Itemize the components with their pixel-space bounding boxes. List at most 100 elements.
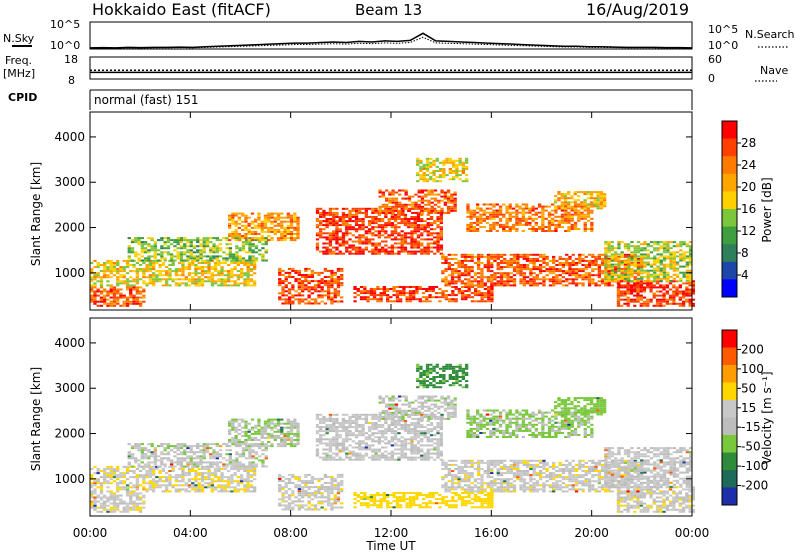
power-cell [112, 266, 117, 269]
power-cell [384, 207, 388, 210]
power-cell [404, 203, 408, 206]
power-cell [552, 280, 556, 283]
power-cell [416, 174, 420, 177]
power-cell [286, 214, 290, 217]
velocity-cell [243, 480, 247, 483]
power-cell [194, 280, 198, 283]
power-cell [498, 217, 503, 220]
power-cell [472, 213, 477, 216]
power-cell [263, 224, 268, 227]
power-cell [450, 280, 455, 283]
power-cell [479, 221, 483, 224]
power-cell [153, 243, 157, 246]
power-cell [132, 264, 136, 266]
power-cell [225, 237, 229, 240]
power-cell [322, 236, 326, 239]
power-cell [243, 264, 247, 266]
power-cell [225, 239, 229, 242]
power-cell [183, 253, 187, 256]
power-cell [531, 205, 535, 208]
power-cell [447, 253, 451, 256]
power-cell [207, 276, 211, 279]
power-cell [341, 224, 346, 227]
power-cell [542, 253, 546, 256]
velocity-cell [254, 451, 259, 454]
power-cell [649, 290, 653, 293]
power-cell [215, 245, 219, 248]
power-cell [328, 218, 333, 220]
power-cell [469, 211, 473, 214]
power-cell [394, 246, 398, 249]
power-cell [444, 294, 448, 297]
power-cell [437, 205, 441, 208]
power-cell [157, 253, 161, 256]
power-cell [616, 296, 621, 299]
power-cell [186, 251, 190, 254]
power-cell [322, 224, 326, 227]
velocity-cell [217, 470, 221, 472]
power-cell [445, 159, 449, 162]
power-cell [191, 278, 195, 281]
power-cell [470, 268, 474, 271]
power-cell [140, 241, 144, 244]
power-cell [600, 253, 605, 256]
power-cell [209, 247, 213, 250]
velocity-cell [129, 482, 133, 485]
power-cell [222, 251, 226, 254]
power-cell [155, 270, 159, 273]
velocity-cell [215, 461, 219, 464]
power-cell [390, 226, 394, 229]
power-cell [560, 209, 565, 212]
power-cell [610, 259, 614, 262]
power-cell [330, 271, 334, 274]
power-cell [332, 230, 336, 233]
power-cell [469, 230, 473, 232]
power-cell [685, 275, 689, 278]
power-cell [158, 280, 162, 283]
power-cell [189, 241, 193, 244]
velocity-cell [148, 480, 152, 483]
power-cell [464, 286, 468, 288]
power-cell [170, 257, 174, 260]
power-cell [356, 294, 360, 297]
power-cell [616, 288, 621, 291]
power-cell [646, 275, 650, 278]
velocity-cell [205, 451, 210, 454]
velocity-cell [112, 502, 117, 505]
power-cell [584, 276, 588, 279]
power-cell [610, 275, 614, 278]
power-cell [633, 276, 637, 279]
power-cell [512, 280, 517, 283]
power-cell [234, 230, 238, 233]
power-cell [436, 211, 440, 214]
power-cell [132, 286, 136, 289]
power-cell [455, 170, 459, 172]
power-cell [466, 211, 470, 214]
power-cell [391, 207, 395, 210]
power-cell [127, 251, 131, 254]
power-cell [322, 252, 326, 255]
velocity-cell [129, 496, 133, 499]
power-cell [361, 222, 365, 225]
power-cell [199, 251, 203, 254]
power-cell [284, 302, 288, 305]
power-cell [636, 288, 640, 291]
velocity-cell [153, 449, 157, 452]
power-cell [436, 234, 440, 237]
power-cell [643, 257, 647, 260]
power-cell [610, 267, 614, 270]
power-cell [656, 277, 660, 280]
power-cell [649, 298, 653, 301]
power-cell [336, 294, 341, 297]
power-cell [250, 220, 255, 223]
power-cell [381, 226, 385, 229]
power-cell [653, 261, 657, 264]
power-cell [227, 270, 231, 273]
power-cell [558, 280, 562, 283]
power-cell [512, 268, 517, 271]
velocity-cell [233, 472, 237, 475]
power-cell [394, 216, 398, 218]
power-cell [371, 242, 375, 245]
power-cell [340, 276, 344, 278]
power-cell [441, 262, 445, 264]
